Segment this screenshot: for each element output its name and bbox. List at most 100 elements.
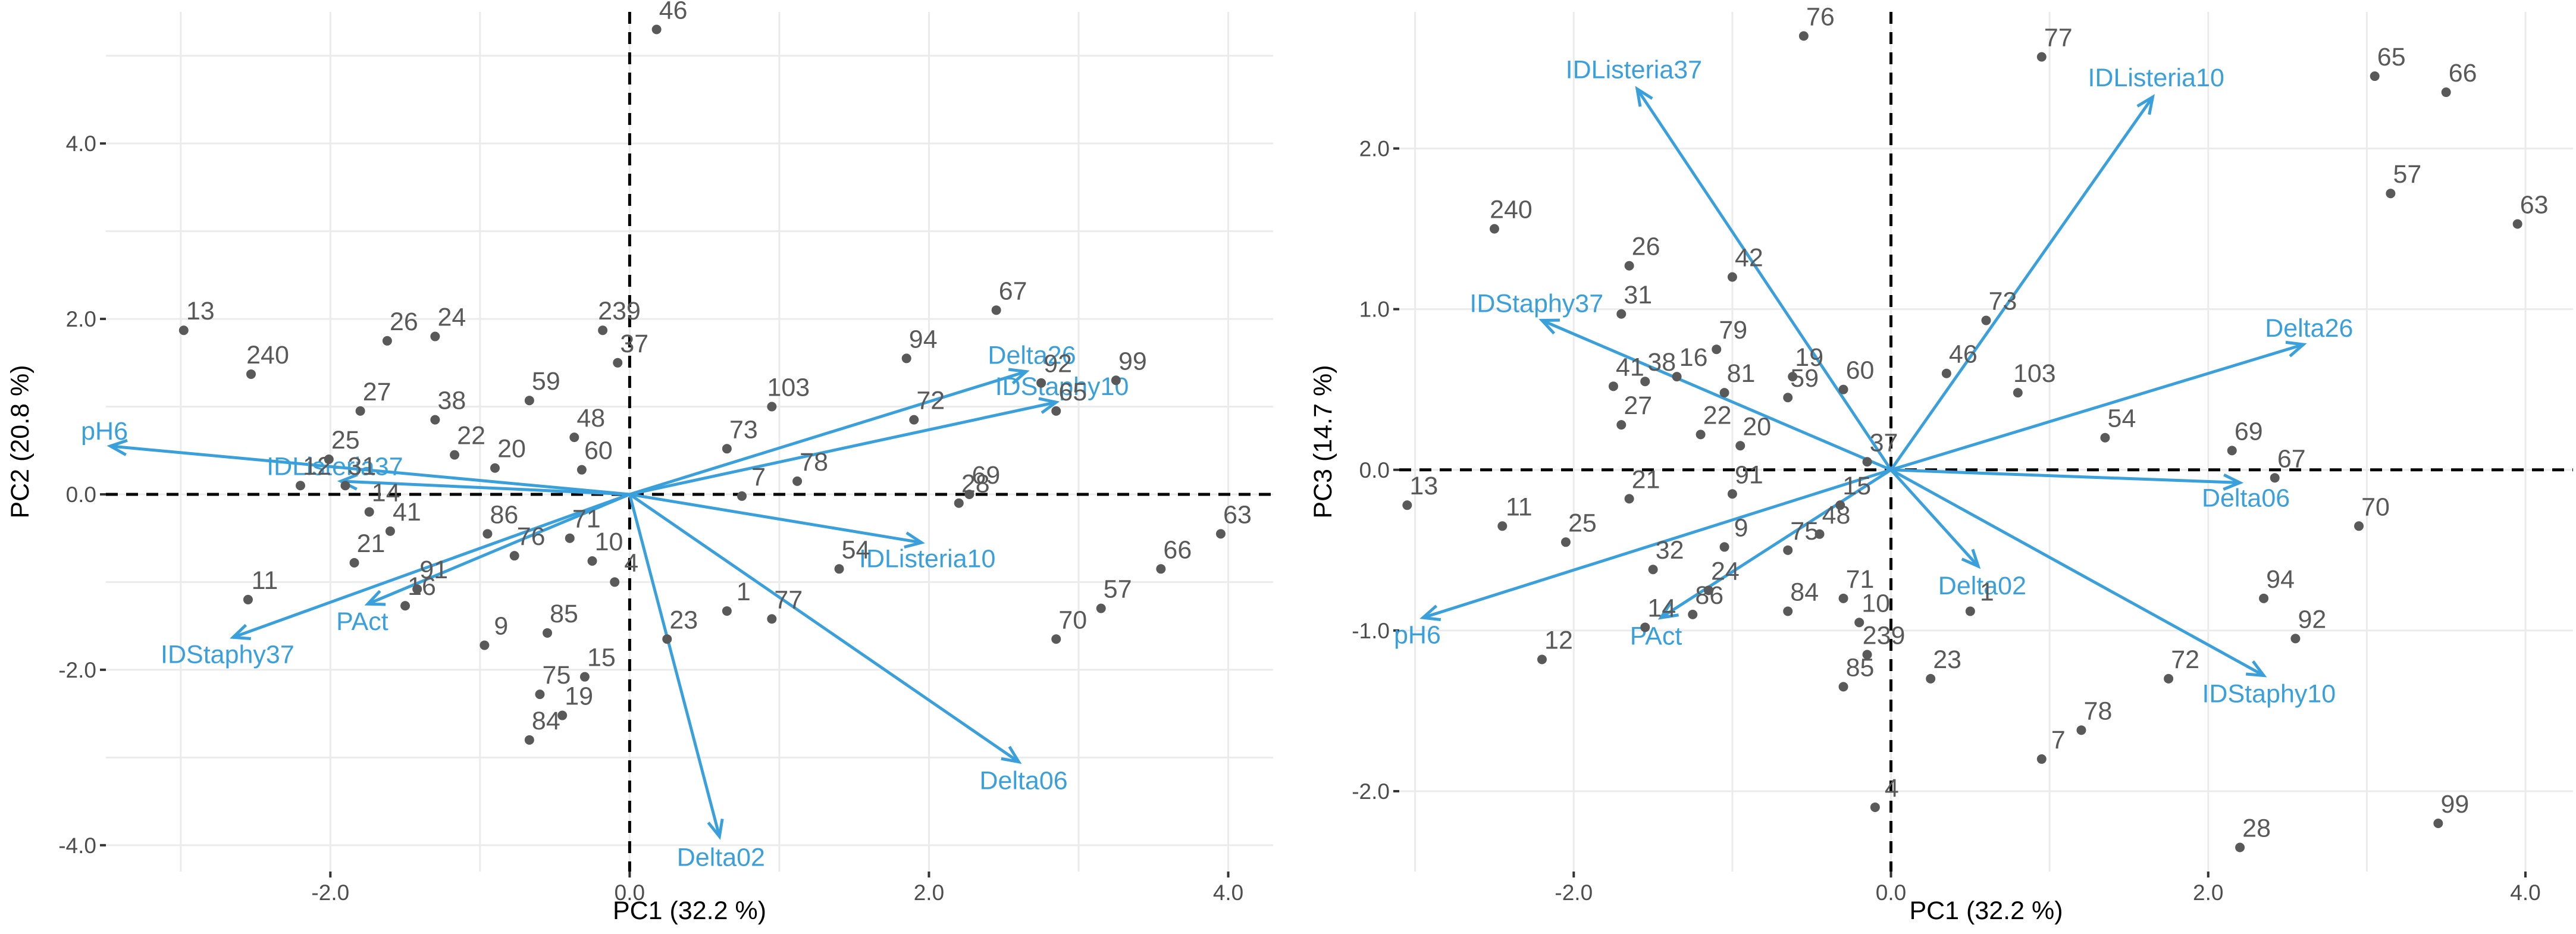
observation-label: 10 <box>595 528 623 556</box>
observation-label: 13 <box>186 297 215 325</box>
observation-label: 67 <box>2277 444 2306 473</box>
observation-label: 81 <box>1727 359 1756 388</box>
observation-point <box>324 454 334 464</box>
y-tick-label: 2.0 <box>1359 137 1390 161</box>
observation-point <box>1719 542 1729 552</box>
loading-arrow <box>629 400 1057 496</box>
observation-point <box>1624 261 1634 271</box>
observation-label: 37 <box>1870 428 1898 457</box>
y-tick-label: -2.0 <box>58 658 96 682</box>
observation-point <box>1835 500 1845 510</box>
observation-point <box>1783 545 1793 555</box>
observation-point <box>490 463 500 473</box>
y-axis-title: PC2 (20.8 %) <box>6 365 35 518</box>
observation-point <box>1111 375 1121 385</box>
observation-label: 57 <box>2393 160 2421 189</box>
observation-label: 73 <box>1989 287 2017 316</box>
observation-point <box>576 465 587 475</box>
observation-label: 77 <box>2044 24 2073 52</box>
observation-label: 240 <box>246 341 289 369</box>
loading-label: PAct <box>336 607 388 636</box>
loading-arrow <box>628 494 721 837</box>
loading-arrowhead <box>106 438 128 456</box>
loading-label: Delta06 <box>2202 484 2290 513</box>
observation-label: 99 <box>1118 347 1147 375</box>
y-tick-label: 0.0 <box>66 482 96 507</box>
observation-point <box>737 491 747 501</box>
observation-label: 4 <box>1885 774 1899 803</box>
observation-label: 13 <box>1409 472 1438 500</box>
loading-arrow <box>340 479 630 496</box>
observation-point <box>430 331 440 341</box>
observation-label: 78 <box>2084 697 2113 725</box>
observation-label: 72 <box>916 387 945 415</box>
observation-point <box>2259 593 2269 603</box>
observation-point <box>385 526 395 536</box>
observation-point <box>569 432 579 443</box>
observation-point <box>1727 489 1737 499</box>
observation-label: 94 <box>909 325 938 353</box>
observation-label: 37 <box>620 330 648 358</box>
observation-label: 57 <box>1104 575 1132 604</box>
observation-label: 92 <box>1043 350 1072 378</box>
observation-point <box>1735 441 1745 451</box>
observation-label: 9 <box>1734 513 1748 542</box>
observation-point <box>509 551 519 561</box>
observation-point <box>2433 818 2443 828</box>
observation-point <box>1798 31 1809 41</box>
observation-label: 38 <box>1647 348 1676 377</box>
observation-point <box>1036 378 1046 388</box>
observation-point <box>1838 593 1848 603</box>
observation-label: 32 <box>1656 536 1684 565</box>
observation-point <box>1537 654 1547 665</box>
observation-label: 20 <box>497 435 526 463</box>
observation-label: 63 <box>2520 191 2549 220</box>
observation-point <box>1696 430 1706 440</box>
observation-label: 86 <box>1695 581 1723 610</box>
observation-label: 22 <box>457 422 485 450</box>
observation-point <box>355 406 365 416</box>
observation-point <box>450 450 460 460</box>
loading-arrow <box>367 493 631 606</box>
x-tick-label: -2.0 <box>311 880 349 905</box>
observation-label: 59 <box>532 367 560 396</box>
x-axis-title: PC1 (32.2 %) <box>613 897 766 925</box>
observation-label: 84 <box>532 707 560 735</box>
observation-label: 59 <box>1790 364 1819 393</box>
observation-point <box>834 564 844 574</box>
observation-label: 79 <box>1719 316 1747 344</box>
observation-point <box>1862 457 1872 467</box>
observation-point <box>246 369 256 379</box>
observation-label: 71 <box>1846 565 1875 594</box>
x-tick-label: 2.0 <box>2193 880 2223 905</box>
observation-point <box>792 476 803 486</box>
observation-label: 69 <box>972 461 1000 490</box>
observation-point <box>480 640 490 650</box>
loading-arrowhead <box>1038 397 1060 414</box>
loading-label: Delta26 <box>2265 314 2353 343</box>
loading-arrow <box>1422 468 1892 619</box>
observation-point <box>2076 725 2086 735</box>
y-tick-label: 1.0 <box>1359 297 1390 322</box>
observation-label: 69 <box>2235 417 2263 446</box>
loading-vectors: IDListeria37 IDStaphy37 pH6 PAct IDListeria1… <box>1394 55 2353 708</box>
observation-point <box>400 601 410 611</box>
x-tick-label: 0.0 <box>1876 880 1906 905</box>
observation-label: 77 <box>774 585 803 614</box>
observation-label: 239 <box>1863 621 1906 650</box>
loading-arrowhead <box>2245 660 2267 678</box>
observation-label: 16 <box>408 572 436 601</box>
observation-point <box>2227 446 2237 456</box>
observation-label: 60 <box>584 437 613 465</box>
observation-label: 31 <box>1624 281 1652 309</box>
loading-arrow <box>1889 96 2154 471</box>
loading-arrow <box>232 493 631 639</box>
observation-label: 240 <box>1490 196 1533 224</box>
observation-point <box>430 415 440 425</box>
loading-arrowhead <box>2285 340 2307 358</box>
observation-point <box>1727 272 1737 282</box>
y-tick-label: -4.0 <box>58 833 96 858</box>
observation-point <box>565 533 575 543</box>
loading-arrowhead <box>707 819 724 840</box>
